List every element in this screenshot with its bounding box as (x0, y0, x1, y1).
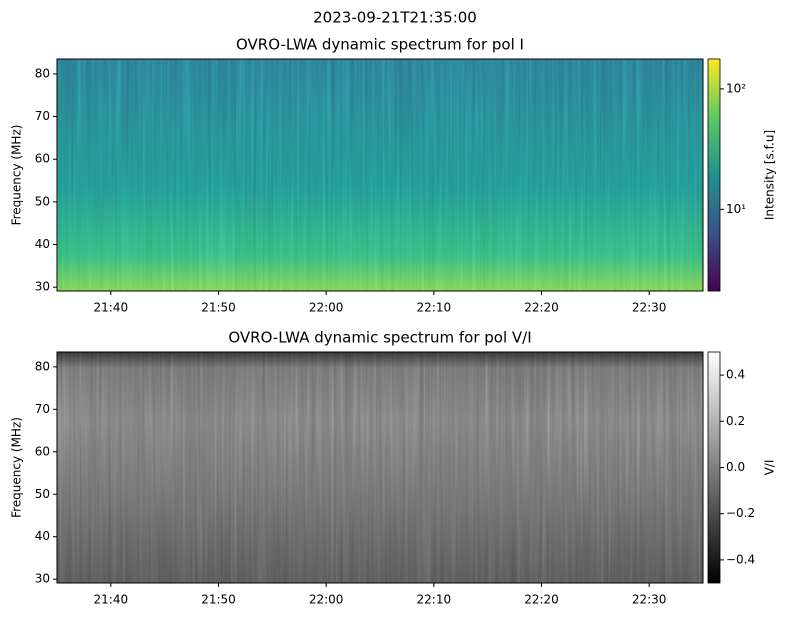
x-tick-label: 21:40 (94, 593, 129, 607)
colorbar-label: Intensity [s.f.u] (763, 130, 777, 220)
y-tick-label: 80 (35, 359, 50, 373)
x-tick-label: 21:50 (201, 593, 236, 607)
y-tick-label: 60 (35, 444, 50, 458)
panel-title: OVRO-LWA dynamic spectrum for pol I (236, 36, 524, 54)
plot-frame (56, 58, 704, 292)
colorbar (707, 58, 721, 292)
y-tick-label: 50 (35, 194, 50, 208)
y-tick-label: 40 (35, 529, 50, 543)
colorbar (707, 351, 721, 584)
x-tick-label: 22:00 (309, 593, 344, 607)
panel-title: OVRO-LWA dynamic spectrum for pol V/I (228, 329, 531, 347)
colorbar-tick-label: 10² (726, 81, 746, 95)
x-tick-label: 22:00 (309, 301, 344, 315)
x-tick-label: 21:40 (94, 301, 129, 315)
colorbar-tick-label: 0.4 (726, 368, 745, 382)
colorbar-tick-label: 0.2 (726, 414, 745, 428)
y-tick-label: 60 (35, 152, 50, 166)
y-tick-label: 80 (35, 66, 50, 80)
colorbar-tick-label: −0.2 (726, 506, 755, 520)
y-tick-label: 30 (35, 280, 50, 294)
x-tick-label: 22:10 (417, 301, 452, 315)
spectrum-texture (57, 352, 703, 583)
y-tick-label: 30 (35, 572, 50, 586)
x-tick-label: 22:10 (417, 593, 452, 607)
x-tick-label: 22:20 (524, 593, 559, 607)
y-axis-label: Frequency (MHz) (10, 125, 24, 226)
x-tick-label: 22:30 (632, 301, 667, 315)
plot-frame (56, 351, 704, 584)
y-tick-label: 50 (35, 487, 50, 501)
spectrum-texture (57, 59, 703, 291)
y-tick-label: 40 (35, 237, 50, 251)
colorbar-tick-label: 10¹ (726, 202, 746, 216)
figure-title: 2023-09-21T21:35:00 (313, 9, 477, 27)
y-tick-label: 70 (35, 402, 50, 416)
colorbar-tick-label: 0.0 (726, 460, 745, 474)
colorbar-tick-label: −0.4 (726, 552, 755, 566)
y-axis-label: Frequency (MHz) (10, 417, 24, 518)
x-tick-label: 21:50 (201, 301, 236, 315)
y-tick-label: 70 (35, 109, 50, 123)
x-tick-label: 22:20 (524, 301, 559, 315)
colorbar-label: V/I (763, 460, 777, 476)
x-tick-label: 22:30 (632, 593, 667, 607)
